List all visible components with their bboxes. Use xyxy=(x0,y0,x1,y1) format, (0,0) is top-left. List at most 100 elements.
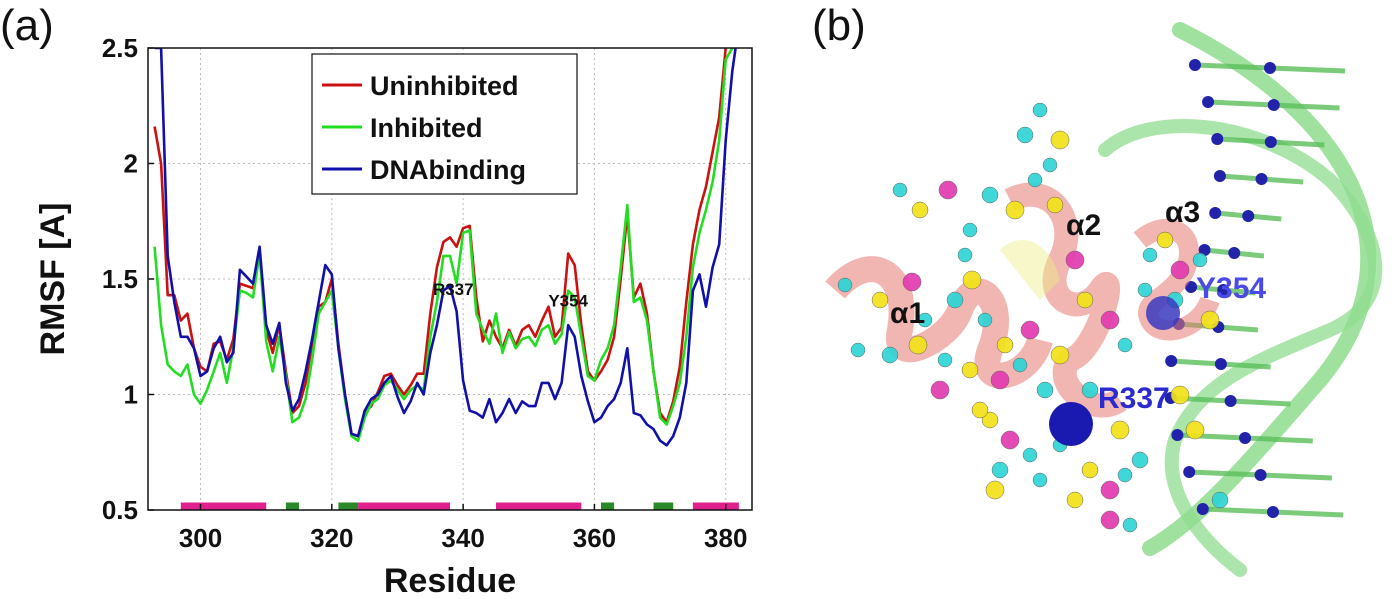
atom-sphere xyxy=(1066,491,1084,509)
atom-sphere xyxy=(946,291,964,309)
x-tick-label: 380 xyxy=(704,523,747,553)
x-tick-label: 300 xyxy=(179,523,222,553)
phosphate-atom xyxy=(1211,133,1224,145)
atom-sphere xyxy=(1117,337,1133,353)
x-tick-label: 360 xyxy=(573,523,616,553)
atom-sphere xyxy=(1020,320,1040,340)
atom-sphere xyxy=(1032,102,1048,118)
atom-sphere xyxy=(1016,126,1034,144)
r337-residue-sphere xyxy=(1049,402,1093,446)
atom-sphere xyxy=(1142,247,1158,263)
atom-sphere xyxy=(1100,480,1120,500)
atom-sphere xyxy=(1081,381,1099,399)
y-tick-label: 1.5 xyxy=(102,264,138,294)
dna-backbone-1 xyxy=(1142,22,1376,556)
atom-sphere xyxy=(981,411,999,429)
chart-series xyxy=(153,48,737,447)
atom-sphere xyxy=(1100,510,1120,530)
phosphate-atom xyxy=(1189,59,1201,71)
atom-sphere xyxy=(1156,231,1174,249)
atom-sphere xyxy=(981,186,999,204)
phosphate-atom xyxy=(1266,506,1279,518)
atom-sphere xyxy=(1122,517,1138,533)
atom-sphere xyxy=(1042,157,1058,173)
atom-sphere xyxy=(892,182,908,198)
phosphate-atom xyxy=(1224,395,1237,407)
x-tick-label: 320 xyxy=(310,523,353,553)
phosphate-atom xyxy=(1217,284,1230,296)
y-tick-label: 2 xyxy=(124,149,138,179)
atom-sphere xyxy=(962,222,978,238)
phosphate-atom xyxy=(1254,469,1267,481)
atom-sphere xyxy=(938,180,958,200)
atom-sphere xyxy=(1211,491,1229,509)
series-line-inhibited xyxy=(153,48,734,443)
panel-label-a: (a) xyxy=(0,1,54,50)
atom-sphere xyxy=(1170,385,1190,405)
atom-spheres xyxy=(837,102,1229,533)
atom-sphere xyxy=(1050,130,1070,150)
phosphate-atom xyxy=(1214,358,1227,370)
phosphate-atom xyxy=(1264,136,1277,148)
atom-sphere xyxy=(1050,345,1070,365)
chart-legend: Uninhibited Inhibited DNAbinding xyxy=(311,53,578,195)
atom-sphere xyxy=(881,346,899,364)
atom-sphere xyxy=(1081,461,1099,479)
y-axis-ticks: 0.5 1 1.5 2 2.5 xyxy=(102,33,154,525)
x-axis-title: Residue xyxy=(384,562,516,599)
helix-label-alpha2: α2 xyxy=(1066,209,1101,242)
atom-sphere xyxy=(996,336,1014,354)
residue-label-r337: R337 xyxy=(1098,382,1170,415)
legend-box xyxy=(311,53,578,195)
protein-helices xyxy=(825,102,1229,533)
helix-label-alpha3: α3 xyxy=(1165,196,1200,229)
atom-sphere xyxy=(1027,172,1043,188)
atom-sphere xyxy=(850,342,866,358)
rmsf-chart: 300 320 340 360 380 0.5 1 1.5 2 2.5 R337 Y354 Res… xyxy=(34,33,753,599)
y-tick-label: 2.5 xyxy=(102,33,138,63)
atom-sphere xyxy=(902,272,922,292)
dna-base-pairs xyxy=(1164,59,1346,518)
series-line-dnabinding xyxy=(154,48,737,447)
atom-sphere xyxy=(1170,260,1190,280)
atom-sphere xyxy=(1000,430,1020,450)
annotation-y354: Y354 xyxy=(548,292,588,311)
atom-sphere xyxy=(962,270,982,290)
beta-sheet xyxy=(1000,240,1060,300)
atom-sphere xyxy=(1036,381,1054,399)
atom-sphere xyxy=(1110,420,1130,440)
dna-backbone-2 xyxy=(1098,119,1383,577)
atom-sphere xyxy=(911,201,929,219)
atom-sphere xyxy=(1192,252,1208,268)
y-tick-label: 0.5 xyxy=(102,495,138,525)
atom-sphere xyxy=(1046,196,1064,214)
atom-sphere xyxy=(1117,467,1133,483)
atom-sphere xyxy=(961,361,979,379)
atom-sphere xyxy=(1137,282,1153,298)
helix-alpha1 xyxy=(825,256,1053,389)
atom-sphere xyxy=(871,291,889,309)
phosphate-atom xyxy=(1202,96,1215,108)
panel-label-b: (b) xyxy=(812,1,866,50)
phosphate-atom xyxy=(1196,503,1209,515)
atom-sphere xyxy=(977,312,993,328)
atom-sphere xyxy=(1100,310,1120,330)
atom-sphere xyxy=(837,277,853,293)
atom-sphere xyxy=(1032,472,1048,488)
y354-residue-sphere xyxy=(1146,296,1180,330)
legend-label-dnabinding: DNAbinding xyxy=(370,155,526,185)
atom-sphere xyxy=(990,370,1010,390)
residue-label-y354: Y354 xyxy=(1196,272,1266,305)
atom-sphere xyxy=(917,312,933,328)
phosphate-atom xyxy=(1239,432,1252,444)
atom-sphere xyxy=(957,247,973,263)
phosphate-atom xyxy=(1183,466,1196,478)
atom-sphere xyxy=(985,480,1005,500)
atom-sphere xyxy=(1005,200,1025,220)
atom-sphere xyxy=(908,335,928,355)
helix-label-alpha1: α1 xyxy=(890,297,925,330)
phosphate-atom xyxy=(1213,170,1226,182)
phosphate-atom xyxy=(1228,247,1241,259)
phosphate-atom xyxy=(1242,210,1255,222)
